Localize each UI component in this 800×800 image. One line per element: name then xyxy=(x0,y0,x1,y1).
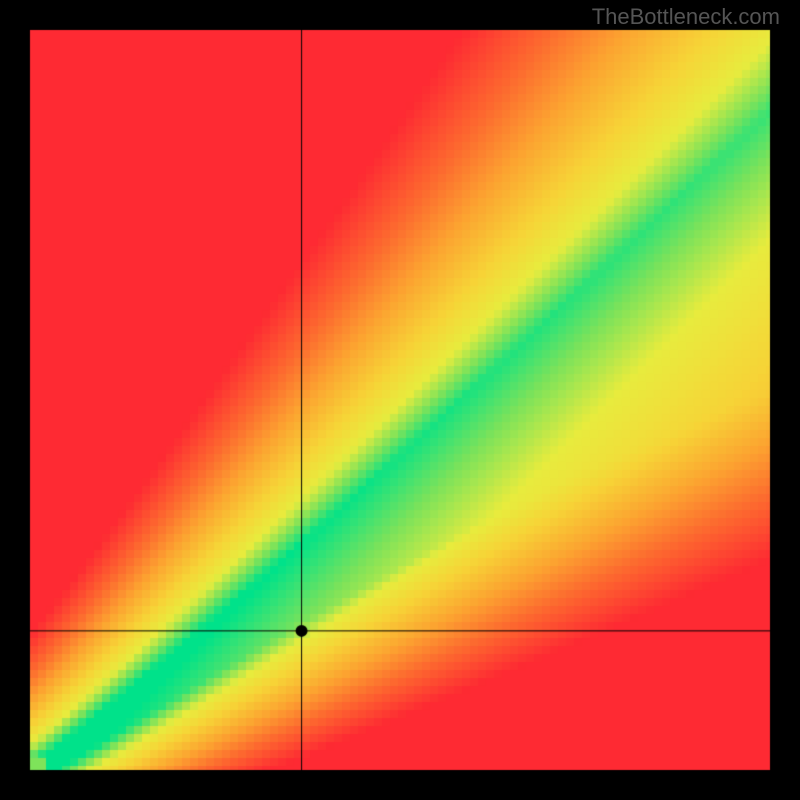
watermark-text: TheBottleneck.com xyxy=(592,4,780,30)
heatmap-canvas xyxy=(0,0,800,800)
chart-container: TheBottleneck.com xyxy=(0,0,800,800)
